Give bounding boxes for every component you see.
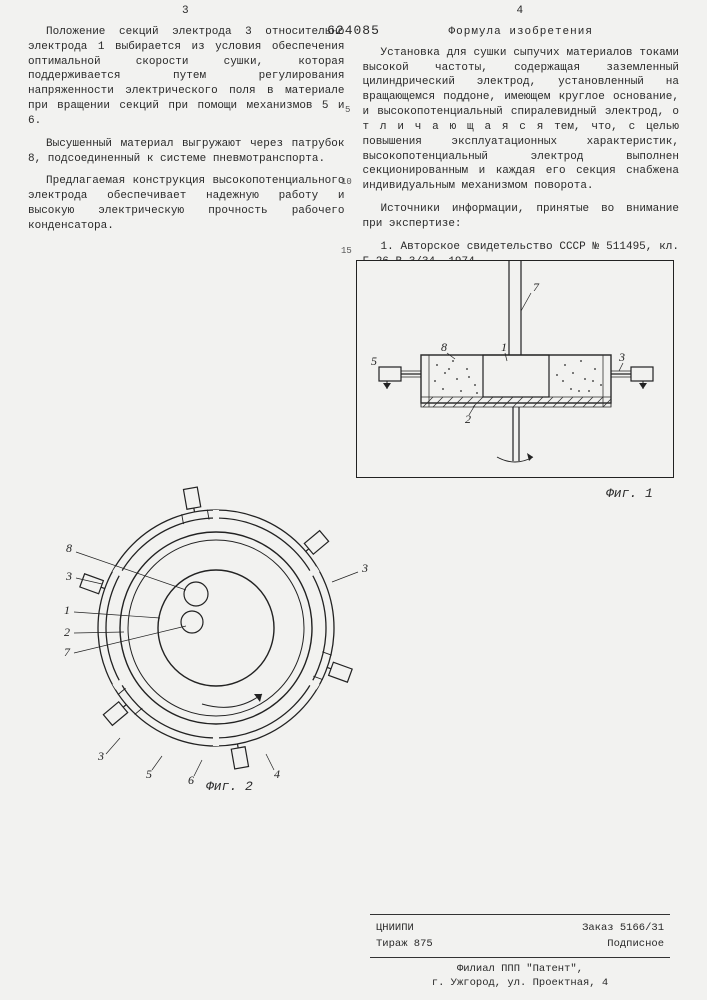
claims-title: Формула изобретения	[363, 25, 680, 40]
right-para-2: Источники информации, принятые во вниман…	[363, 202, 680, 232]
svg-text:2: 2	[64, 625, 70, 639]
fig1-frame: 7 8 1 5 3 2	[356, 260, 674, 478]
fig1-callout-3: 3	[618, 350, 625, 364]
svg-text:3: 3	[97, 749, 104, 763]
fig1-svg: 7 8 1 5 3 2	[357, 261, 675, 479]
footer-org: ЦНИИПИ	[376, 921, 414, 935]
line-number-10: 10	[341, 176, 352, 188]
svg-text:3: 3	[361, 561, 368, 575]
address-line2: г. Ужгород, ул. Проектная, 4	[370, 976, 670, 990]
figure-area: 7 8 1 5 3 2 Фиг. 1	[96, 260, 678, 720]
fig1-callout-7: 7	[533, 280, 540, 294]
address-line1: Филиал ППП "Патент",	[370, 962, 670, 976]
right-col-number: 4	[363, 4, 680, 19]
text-columns: 3 Положение секций электрода 3 относител…	[0, 0, 707, 278]
footer-sub: Подписное	[607, 937, 664, 951]
left-para-3: Предлагаемая конструкция высокопотенциал…	[28, 174, 345, 233]
line-number-5: 5	[345, 104, 350, 116]
footer-box: ЦНИИПИ Заказ 5166/31 Тираж 875 Подписное	[370, 914, 670, 958]
left-col-number: 3	[28, 4, 345, 19]
right-column: 4 Формула изобретения Установка для сушк…	[363, 4, 680, 278]
svg-text:4: 4	[274, 767, 280, 781]
fig1-callout-2: 2	[465, 412, 471, 426]
left-para-2: Высушенный материал выгружают через патр…	[28, 137, 345, 167]
svg-text:7: 7	[64, 645, 71, 659]
footer-address: Филиал ППП "Патент", г. Ужгород, ул. Про…	[370, 962, 670, 990]
doc-number: 624085	[327, 22, 380, 40]
svg-text:5: 5	[146, 767, 152, 781]
fig2-label: Фиг. 2	[206, 778, 253, 796]
svg-text:6: 6	[188, 773, 194, 787]
left-para-1: Положение секций электрода 3 относительн…	[28, 25, 345, 129]
fig2-svg: 8 3 1 2 7 3 3 5 6 4	[56, 470, 376, 790]
line-number-15: 15	[341, 245, 352, 257]
svg-text:3: 3	[65, 569, 72, 583]
fig1-callout-8: 8	[441, 340, 447, 354]
fig2-wrap: 8 3 1 2 7 3 3 5 6 4	[56, 470, 376, 790]
svg-text:8: 8	[66, 541, 72, 555]
right-para-1: Установка для сушки сыпучих материалов т…	[363, 46, 680, 194]
left-column: 3 Положение секций электрода 3 относител…	[28, 4, 345, 278]
footer-tirage: Тираж 875	[376, 937, 433, 951]
fig1-callout-1: 1	[501, 340, 507, 354]
fig1-label: Фиг. 1	[606, 485, 653, 503]
fig1-callout-5: 5	[371, 354, 377, 368]
svg-text:1: 1	[64, 603, 70, 617]
footer-order: Заказ 5166/31	[582, 921, 664, 935]
